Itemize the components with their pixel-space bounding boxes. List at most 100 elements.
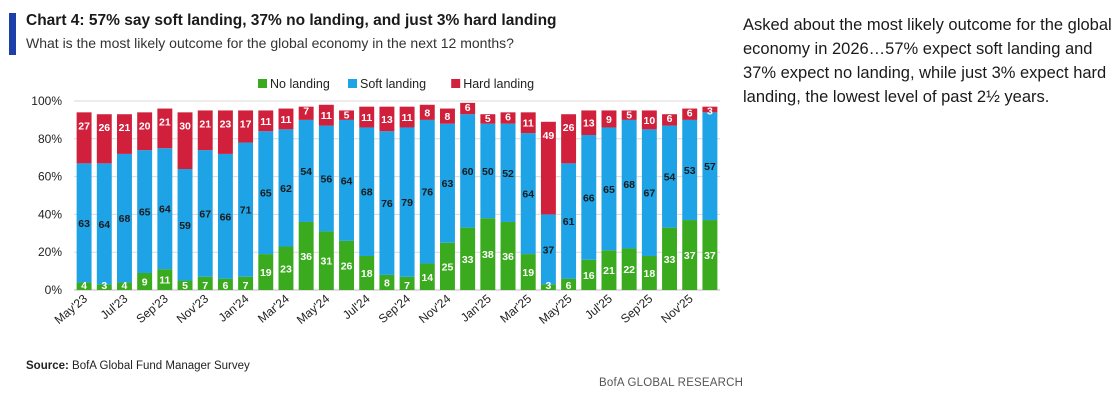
no-landing-label: 33 (462, 254, 474, 266)
hard-landing-label: 13 (583, 118, 595, 130)
soft-landing-label: 76 (421, 187, 433, 199)
hard-landing-bar (500, 112, 516, 124)
hard-landing-bar (419, 104, 435, 120)
hard-landing-bar (116, 114, 132, 154)
soft-landing-label: 68 (623, 179, 635, 191)
soft-landing-label: 64 (522, 189, 534, 201)
soft-landing-bar (258, 131, 274, 255)
soft-landing-label: 56 (321, 173, 333, 185)
no-landing-bar (702, 220, 718, 290)
hard-landing-bar (540, 121, 556, 215)
soft-landing-bar (460, 114, 476, 228)
soft-landing-bar (96, 163, 112, 285)
soft-landing-label: 64 (159, 204, 171, 216)
soft-landing-label: 65 (139, 207, 151, 219)
no-landing-label: 3 (101, 280, 107, 292)
no-landing-label: 18 (644, 268, 656, 280)
soft-landing-label: 63 (442, 178, 454, 190)
soft-landing-label: 54 (664, 172, 676, 184)
hard-landing-label: 6 (465, 102, 471, 114)
y-tick-label: 80% (38, 132, 62, 146)
no-landing-label: 21 (603, 265, 615, 277)
soft-landing-bar (76, 163, 92, 283)
soft-landing-bar (157, 148, 173, 270)
soft-landing-bar (238, 142, 254, 277)
source-label: Source: (26, 360, 69, 372)
hard-landing-bar (177, 112, 193, 170)
hard-landing-label: 13 (381, 114, 393, 126)
soft-landing-label: 62 (280, 183, 292, 195)
hard-landing-bar (621, 110, 637, 120)
hard-landing-label: 5 (485, 113, 491, 125)
hard-landing-label: 23 (220, 118, 232, 130)
hard-landing-bar (379, 106, 395, 132)
soft-landing-label: 37 (543, 244, 555, 256)
no-landing-bar (318, 231, 334, 290)
soft-landing-legend-swatch (348, 79, 357, 88)
hard-landing-bar (520, 112, 536, 134)
hard-landing-bar (561, 114, 577, 164)
hard-landing-label: 26 (563, 122, 575, 134)
no-landing-bar (157, 269, 173, 290)
no-landing-label: 4 (122, 280, 128, 292)
no-landing-bar (480, 218, 496, 290)
soft-landing-label: 64 (341, 175, 353, 187)
soft-landing-label: 67 (199, 208, 211, 220)
hard-landing-bar (641, 110, 657, 130)
no-landing-bar (278, 246, 294, 290)
soft-landing-bar (520, 133, 536, 255)
hard-landing-label: 30 (179, 120, 191, 132)
hard-landing-bar (197, 110, 213, 151)
soft-landing-label: 65 (260, 188, 272, 200)
no-landing-bar (520, 254, 536, 290)
no-landing-label: 37 (704, 250, 716, 262)
soft-landing-bar (217, 153, 233, 279)
legend: No landing Soft landing Hard landing (258, 77, 534, 91)
no-landing-label: 26 (341, 260, 353, 272)
no-landing-label: 36 (502, 251, 514, 263)
chart-subtitle: What is the most likely outcome for the … (26, 35, 514, 51)
no-landing-label: 18 (361, 268, 373, 280)
soft-landing-bar (581, 135, 597, 260)
title-accent-bar (9, 13, 16, 55)
no-landing-label: 9 (142, 276, 148, 288)
no-landing-label: 37 (684, 250, 696, 262)
data-labels: 4632736426468219652011642155930767216662… (78, 102, 716, 292)
stacked-bar-chart: 0%20%40%60%80%100% 463273642646821965201… (31, 77, 720, 327)
x-tick-label: Nov'24 (416, 291, 454, 326)
no-landing-label: 19 (522, 267, 534, 279)
no-landing-bar (379, 274, 395, 290)
soft-landing-label: 54 (300, 166, 312, 178)
no-landing-bar (177, 280, 193, 290)
soft-landing-bar (379, 131, 395, 275)
soft-landing-bar (682, 119, 698, 221)
soft-landing-label: 52 (502, 168, 514, 180)
hard-landing-label: 21 (199, 118, 211, 130)
hard-landing-label: 11 (402, 112, 413, 124)
hard-landing-bar (439, 108, 455, 124)
no-landing-label: 23 (280, 263, 292, 275)
soft-landing-bar (298, 119, 314, 222)
x-tick-label: Jul'24 (340, 291, 373, 322)
x-tick-label: Mar'24 (255, 291, 292, 325)
x-tick-label: Jan'24 (216, 291, 252, 324)
hard-landing-bar (601, 110, 617, 128)
no-landing-label: 31 (321, 256, 333, 268)
hard-landing-bar (460, 102, 476, 115)
no-landing-label: 19 (260, 267, 272, 279)
soft-landing-label: 60 (462, 166, 474, 178)
soft-landing-label: 61 (563, 216, 575, 228)
soft-landing-label: 50 (482, 166, 494, 178)
hard-landing-label: 3 (707, 106, 713, 118)
x-tick-label: Jul'25 (582, 291, 615, 322)
no-landing-legend-swatch (258, 79, 267, 88)
no-landing-bar (217, 278, 233, 290)
hard-landing-label: 21 (119, 122, 131, 134)
no-landing-label: 7 (404, 280, 410, 292)
no-landing-bar (197, 276, 213, 290)
soft-landing-bar (318, 125, 334, 232)
hard-landing-bar (137, 112, 153, 151)
hard-landing-bar (399, 106, 415, 128)
soft-landing-label: 63 (78, 218, 90, 230)
no-landing-bar (419, 263, 435, 290)
